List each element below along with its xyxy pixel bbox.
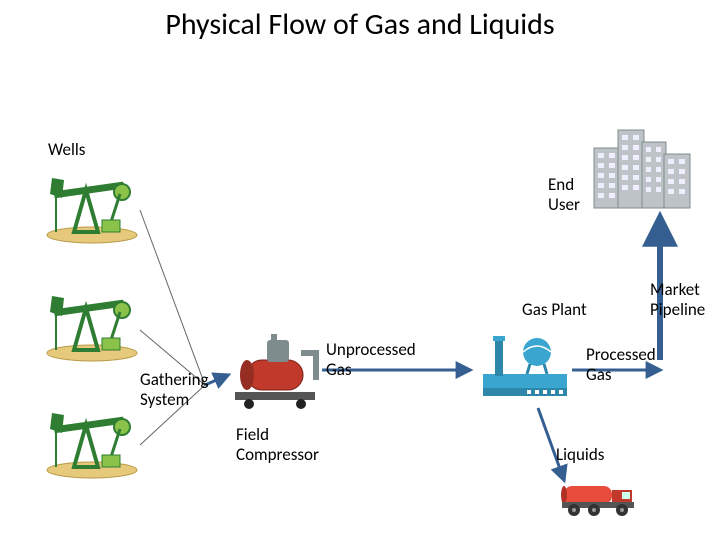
buildings-icon: [588, 120, 698, 215]
gas-plant-label: Gas Plant: [522, 300, 587, 320]
processed-gas-label: Processed Gas: [586, 345, 656, 384]
truck-icon: [560, 478, 640, 518]
unprocessed-gas-label: Unprocessed Gas: [326, 340, 416, 379]
well-icon-2: [42, 288, 142, 363]
well-icon-1: [42, 170, 142, 245]
end-user-label: End User: [548, 175, 580, 214]
market-pipeline-label: Market Pipeline: [650, 280, 705, 319]
gathering-system-label: Gathering System: [140, 370, 209, 409]
field-compressor-label: Field Compressor: [236, 425, 319, 464]
wells-label: Wells: [48, 140, 85, 160]
well-icon-3: [42, 405, 142, 480]
liquids-label: Liquids: [556, 445, 604, 465]
compressor-icon: [225, 330, 325, 410]
page-title: Physical Flow of Gas and Liquids: [0, 6, 720, 43]
gas-plant-icon: [475, 330, 575, 405]
